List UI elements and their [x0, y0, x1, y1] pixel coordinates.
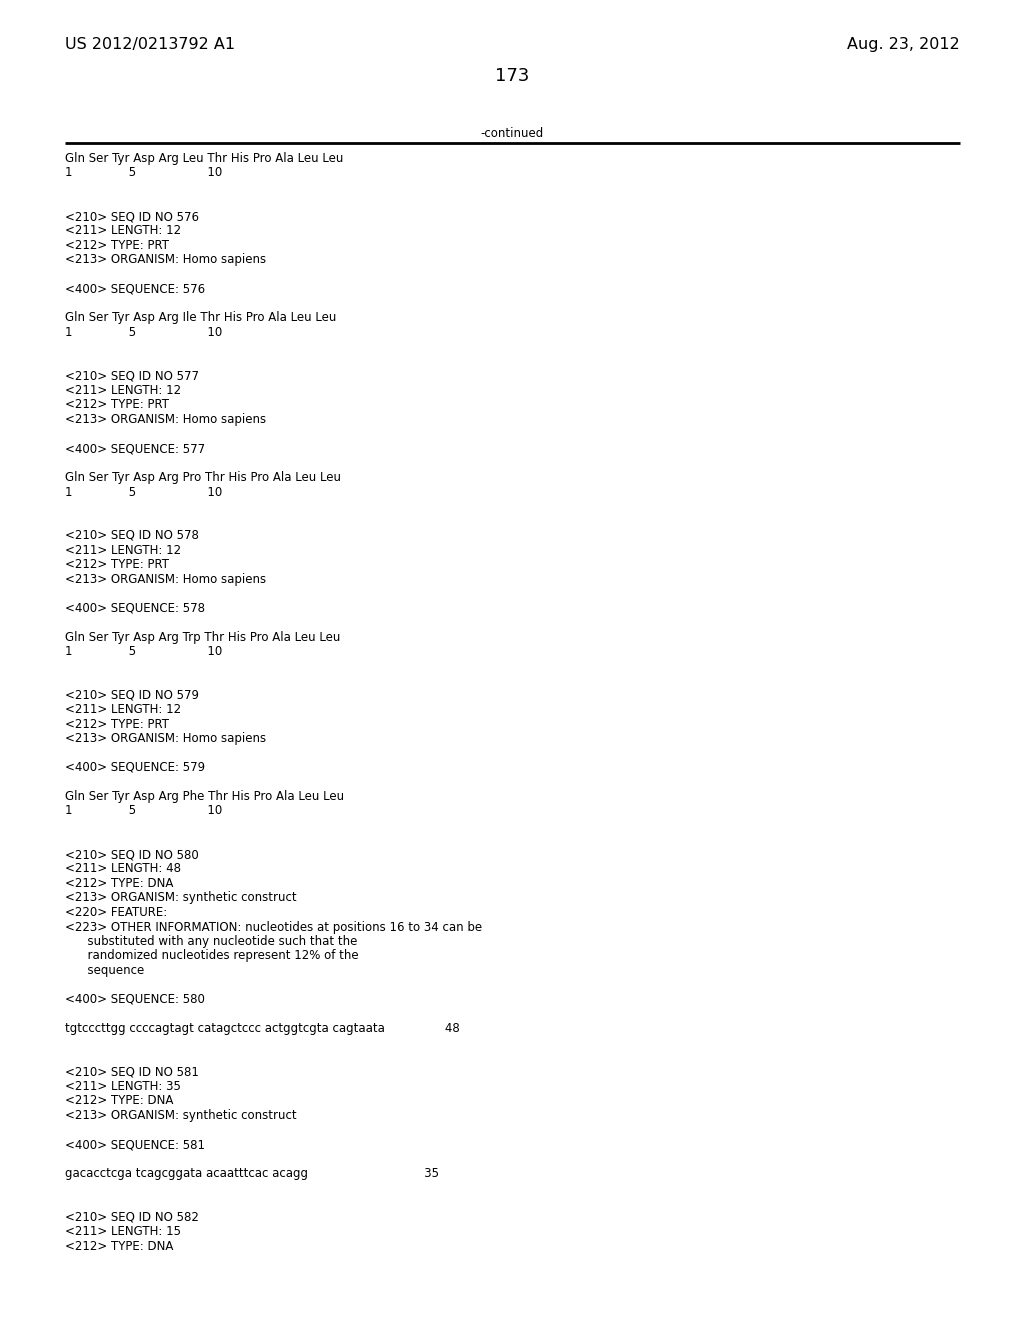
Text: 173: 173 [495, 67, 529, 84]
Text: 1               5                   10: 1 5 10 [65, 645, 222, 657]
Text: US 2012/0213792 A1: US 2012/0213792 A1 [65, 37, 236, 51]
Text: randomized nucleotides represent 12% of the: randomized nucleotides represent 12% of … [65, 949, 358, 962]
Text: sequence: sequence [65, 964, 144, 977]
Text: 1               5                   10: 1 5 10 [65, 804, 222, 817]
Text: <210> SEQ ID NO 581: <210> SEQ ID NO 581 [65, 1065, 199, 1078]
Text: tgtcccttgg ccccagtagt catagctccc actggtcgta cagtaata                48: tgtcccttgg ccccagtagt catagctccc actggtc… [65, 1022, 460, 1035]
Text: <400> SEQUENCE: 576: <400> SEQUENCE: 576 [65, 282, 205, 296]
Text: -continued: -continued [480, 127, 544, 140]
Text: <211> LENGTH: 12: <211> LENGTH: 12 [65, 224, 181, 238]
Text: <400> SEQUENCE: 579: <400> SEQUENCE: 579 [65, 762, 205, 774]
Text: <213> ORGANISM: Homo sapiens: <213> ORGANISM: Homo sapiens [65, 733, 266, 744]
Text: <400> SEQUENCE: 581: <400> SEQUENCE: 581 [65, 1138, 205, 1151]
Text: Gln Ser Tyr Asp Arg Ile Thr His Pro Ala Leu Leu: Gln Ser Tyr Asp Arg Ile Thr His Pro Ala … [65, 312, 336, 325]
Text: <400> SEQUENCE: 578: <400> SEQUENCE: 578 [65, 602, 205, 615]
Text: <212> TYPE: DNA: <212> TYPE: DNA [65, 1239, 173, 1253]
Text: gacacctcga tcagcggata acaatttcac acagg                               35: gacacctcga tcagcggata acaatttcac acagg 3… [65, 1167, 439, 1180]
Text: <210> SEQ ID NO 576: <210> SEQ ID NO 576 [65, 210, 199, 223]
Text: <210> SEQ ID NO 579: <210> SEQ ID NO 579 [65, 689, 199, 701]
Text: substituted with any nucleotide such that the: substituted with any nucleotide such tha… [65, 935, 357, 948]
Text: Gln Ser Tyr Asp Arg Pro Thr His Pro Ala Leu Leu: Gln Ser Tyr Asp Arg Pro Thr His Pro Ala … [65, 471, 341, 484]
Text: 1               5                   10: 1 5 10 [65, 326, 222, 339]
Text: <213> ORGANISM: synthetic construct: <213> ORGANISM: synthetic construct [65, 1109, 297, 1122]
Text: <211> LENGTH: 15: <211> LENGTH: 15 [65, 1225, 181, 1238]
Text: <211> LENGTH: 12: <211> LENGTH: 12 [65, 384, 181, 397]
Text: <210> SEQ ID NO 577: <210> SEQ ID NO 577 [65, 370, 199, 383]
Text: <210> SEQ ID NO 582: <210> SEQ ID NO 582 [65, 1210, 199, 1224]
Text: <212> TYPE: PRT: <212> TYPE: PRT [65, 239, 169, 252]
Text: <212> TYPE: PRT: <212> TYPE: PRT [65, 558, 169, 572]
Text: <211> LENGTH: 35: <211> LENGTH: 35 [65, 1080, 181, 1093]
Text: <213> ORGANISM: Homo sapiens: <213> ORGANISM: Homo sapiens [65, 413, 266, 426]
Text: <213> ORGANISM: Homo sapiens: <213> ORGANISM: Homo sapiens [65, 573, 266, 586]
Text: <211> LENGTH: 12: <211> LENGTH: 12 [65, 704, 181, 715]
Text: <213> ORGANISM: synthetic construct: <213> ORGANISM: synthetic construct [65, 891, 297, 904]
Text: <400> SEQUENCE: 577: <400> SEQUENCE: 577 [65, 442, 205, 455]
Text: <210> SEQ ID NO 578: <210> SEQ ID NO 578 [65, 529, 199, 543]
Text: Aug. 23, 2012: Aug. 23, 2012 [847, 37, 961, 51]
Text: Gln Ser Tyr Asp Arg Leu Thr His Pro Ala Leu Leu: Gln Ser Tyr Asp Arg Leu Thr His Pro Ala … [65, 152, 343, 165]
Text: <211> LENGTH: 12: <211> LENGTH: 12 [65, 544, 181, 557]
Text: <210> SEQ ID NO 580: <210> SEQ ID NO 580 [65, 847, 199, 861]
Text: <400> SEQUENCE: 580: <400> SEQUENCE: 580 [65, 993, 205, 1006]
Text: <223> OTHER INFORMATION: nucleotides at positions 16 to 34 can be: <223> OTHER INFORMATION: nucleotides at … [65, 920, 482, 933]
Text: <211> LENGTH: 48: <211> LENGTH: 48 [65, 862, 181, 875]
Text: 1               5                   10: 1 5 10 [65, 486, 222, 499]
Text: Gln Ser Tyr Asp Arg Phe Thr His Pro Ala Leu Leu: Gln Ser Tyr Asp Arg Phe Thr His Pro Ala … [65, 789, 344, 803]
Text: <212> TYPE: PRT: <212> TYPE: PRT [65, 399, 169, 412]
Text: <212> TYPE: DNA: <212> TYPE: DNA [65, 876, 173, 890]
Text: Gln Ser Tyr Asp Arg Trp Thr His Pro Ala Leu Leu: Gln Ser Tyr Asp Arg Trp Thr His Pro Ala … [65, 631, 340, 644]
Text: 1               5                   10: 1 5 10 [65, 166, 222, 180]
Text: <220> FEATURE:: <220> FEATURE: [65, 906, 167, 919]
Text: <212> TYPE: DNA: <212> TYPE: DNA [65, 1094, 173, 1107]
Text: <212> TYPE: PRT: <212> TYPE: PRT [65, 718, 169, 730]
Text: <213> ORGANISM: Homo sapiens: <213> ORGANISM: Homo sapiens [65, 253, 266, 267]
